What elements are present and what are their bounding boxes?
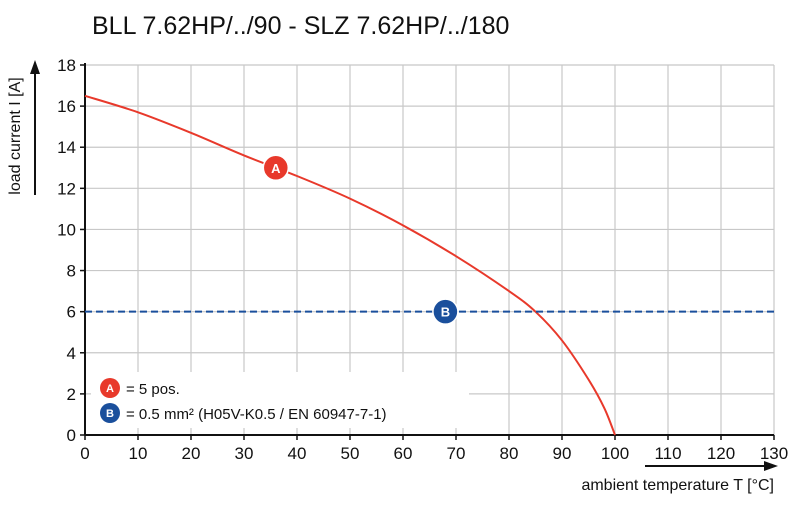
x-tick-label: 60 bbox=[394, 444, 413, 463]
y-tick-label: 4 bbox=[67, 344, 76, 363]
x-tick-label: 80 bbox=[500, 444, 519, 463]
x-tick-label: 50 bbox=[341, 444, 360, 463]
x-tick-label: 40 bbox=[288, 444, 307, 463]
marker-a bbox=[262, 154, 290, 182]
y-tick-label: 14 bbox=[57, 138, 76, 157]
marker-b bbox=[432, 298, 459, 325]
x-tick-label: 10 bbox=[129, 444, 148, 463]
x-tick-label: 120 bbox=[707, 444, 735, 463]
legend-background bbox=[91, 372, 469, 428]
legend-entry-b: = 0.5 mm² (H05V-K0.5 / EN 60947-7-1) bbox=[126, 406, 387, 423]
y-tick-label: 16 bbox=[57, 97, 76, 116]
legend-entry-a: = 5 pos. bbox=[126, 381, 180, 398]
x-tick-label: 30 bbox=[235, 444, 254, 463]
y-tick-label: 8 bbox=[67, 262, 76, 281]
y-tick-label: 0 bbox=[67, 426, 76, 445]
y-axis-label: load current I [A] bbox=[7, 77, 24, 194]
chart-title: BLL 7.62HP/../90 - SLZ 7.62HP/../180 bbox=[92, 12, 509, 40]
x-tick-label: 0 bbox=[80, 444, 89, 463]
x-axis-label: ambient temperature T [°C] bbox=[581, 477, 774, 494]
y-tick-label: 12 bbox=[57, 179, 76, 198]
markers: AB bbox=[262, 154, 459, 325]
x-tick-label: 130 bbox=[760, 444, 788, 463]
x-tick-label: 70 bbox=[447, 444, 466, 463]
legend-badge-a bbox=[100, 378, 120, 398]
marker-a-label: A bbox=[271, 161, 281, 176]
legend: A = 5 pos. B = 0.5 mm² (H05V-K0.5 / EN 6… bbox=[91, 372, 469, 428]
y-tick-label: 6 bbox=[67, 303, 76, 322]
x-tick-label: 110 bbox=[654, 444, 681, 463]
series-layer bbox=[84, 94, 774, 436]
y-tick-label: 2 bbox=[67, 385, 76, 404]
axes: 0 10 20 30 40 50 60 70 80 90 100 110 120 130 0 2 4 6 8 10 12… bbox=[57, 56, 788, 463]
x-tick-label: 20 bbox=[182, 444, 201, 463]
x-tick-label: 100 bbox=[601, 444, 629, 463]
legend-badge-b bbox=[100, 403, 120, 423]
y-axis-label-group: load current I [A] bbox=[7, 60, 40, 195]
legend-badge-b-letter: B bbox=[106, 408, 114, 420]
marker-b-label: B bbox=[441, 305, 450, 320]
y-tick-label: 10 bbox=[57, 220, 76, 239]
x-axis-label-group: ambient temperature T [°C] bbox=[581, 461, 778, 494]
y-axis-arrow-head bbox=[30, 60, 40, 74]
legend-badge-a-letter: A bbox=[106, 383, 114, 395]
y-tick-label: 18 bbox=[57, 56, 76, 75]
x-axis-arrow-head bbox=[764, 461, 778, 471]
series-a-line bbox=[84, 94, 616, 436]
x-tick-label: 90 bbox=[553, 444, 572, 463]
